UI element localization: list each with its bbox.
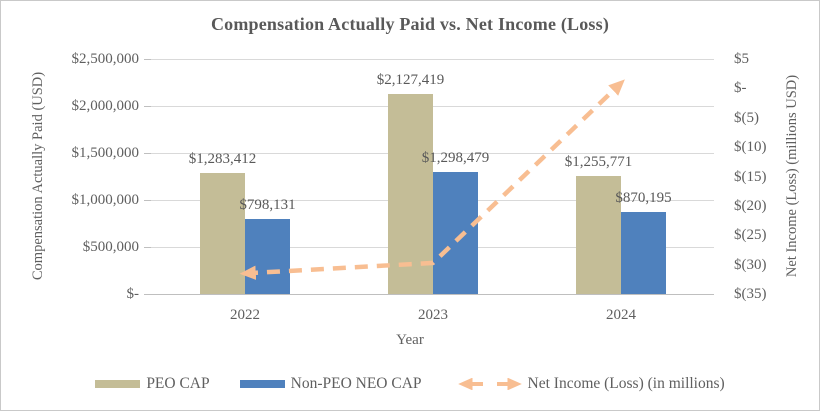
x-axis-title: Year — [396, 332, 424, 348]
left-axis-tick-label: $2,500,000 — [71, 51, 140, 67]
x-axis-line — [151, 294, 714, 295]
right-axis-tick-label: $(30) — [734, 256, 767, 273]
left-axis-tickmark — [144, 106, 151, 107]
x-tick-label-2022: 2022 — [230, 307, 260, 323]
legend-label-non-peo-neo-cap: Non-PEO NEO CAP — [290, 375, 422, 392]
left-axis-tick-label: $2,000,000 — [71, 98, 140, 114]
right-axis-tick-label: $- — [734, 80, 747, 97]
bar-non-peo-neo-cap-2023 — [433, 171, 478, 294]
left-axis-tickmark — [144, 294, 151, 295]
legend-item-non-peo-neo-cap: Non-PEO NEO CAP — [239, 375, 422, 393]
gridline — [151, 59, 714, 60]
right-axis-tick-label: $(5) — [734, 109, 759, 126]
chart-title: Compensation Actually Paid vs. Net Incom… — [210, 14, 610, 34]
left-axis-tick-label: $1,500,000 — [71, 145, 140, 161]
bar-value-label: $1,283,412 — [188, 151, 257, 168]
left-axis-tickmark — [144, 59, 151, 60]
bar-peo-cap-2022 — [200, 173, 245, 294]
legend-item-net-income: Net Income (Loss) (in millions) — [457, 375, 725, 393]
net-income-line-sample-icon — [457, 378, 522, 390]
right-axis-tick-label: $(35) — [734, 286, 767, 302]
bar-peo-cap-2023 — [388, 94, 433, 294]
legend-label-peo-cap: PEO CAP — [146, 375, 210, 392]
bar-value-label: $798,131 — [239, 196, 296, 213]
left-axis-tickmark — [144, 153, 151, 154]
bar-value-label: $870,195 — [615, 190, 672, 207]
left-axis-tick-label: $1,000,000 — [71, 192, 140, 208]
right-axis-tick-label: $(15) — [734, 168, 767, 185]
bar-non-peo-neo-cap-2022 — [245, 218, 290, 294]
right-axis-tick-label: $(10) — [734, 139, 767, 156]
bar-non-peo-neo-cap-2024 — [621, 212, 666, 294]
non-peo-neo-cap-swatch — [239, 380, 285, 388]
bar-value-label: $1,298,479 — [421, 149, 490, 166]
left-axis-tickmark — [144, 247, 151, 248]
x-tick-label-2023: 2023 — [418, 307, 448, 323]
bar-value-label: $2,127,419 — [376, 72, 445, 89]
legend: PEO CAP Non-PEO NEO CAP Net Income (Loss… — [1, 371, 819, 397]
left-axis-title: Compensation Actually Paid (USD) — [30, 71, 46, 281]
legend-item-peo-cap: PEO CAP — [95, 375, 210, 393]
peo-cap-swatch — [95, 380, 141, 388]
left-axis-tick-label: $- — [126, 286, 140, 302]
right-axis-tick-label: $(25) — [734, 227, 767, 244]
legend-label-net-income: Net Income (Loss) (in millions) — [527, 375, 725, 392]
left-axis-tickmark — [144, 200, 151, 201]
left-axis-tick-label: $500,000 — [82, 239, 139, 255]
right-axis-tick-label: $(20) — [734, 197, 767, 214]
bar-value-label: $1,255,771 — [564, 153, 633, 170]
right-axis-tick-label: $5 — [734, 51, 749, 67]
x-tick-label-2024: 2024 — [606, 307, 636, 323]
right-axis-title: Net Income (Loss) (millions USD) — [784, 74, 800, 278]
